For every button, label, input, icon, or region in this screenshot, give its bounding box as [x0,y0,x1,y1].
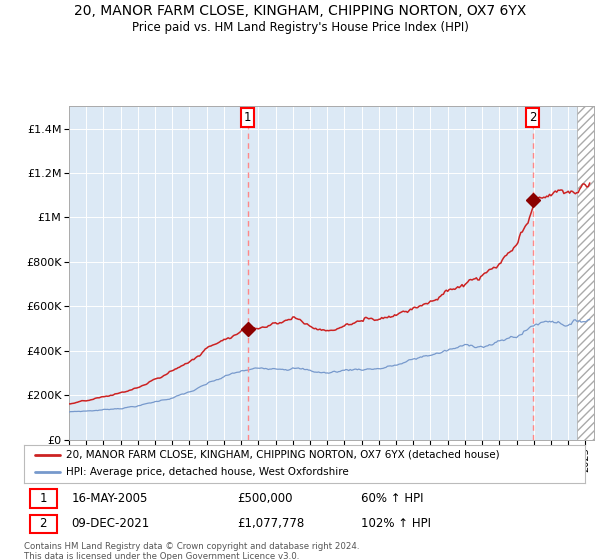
Text: 16-MAY-2005: 16-MAY-2005 [71,492,148,505]
Text: 20, MANOR FARM CLOSE, KINGHAM, CHIPPING NORTON, OX7 6YX: 20, MANOR FARM CLOSE, KINGHAM, CHIPPING … [74,4,526,18]
Text: £1,077,778: £1,077,778 [237,517,304,530]
Text: Price paid vs. HM Land Registry's House Price Index (HPI): Price paid vs. HM Land Registry's House … [131,21,469,34]
Text: 102% ↑ HPI: 102% ↑ HPI [361,517,431,530]
Text: 2: 2 [40,517,47,530]
Text: 09-DEC-2021: 09-DEC-2021 [71,517,150,530]
Bar [577,106,594,440]
Text: 1: 1 [244,111,251,124]
Text: 2: 2 [529,111,536,124]
Text: 60% ↑ HPI: 60% ↑ HPI [361,492,423,505]
Text: Contains HM Land Registry data © Crown copyright and database right 2024.
This d: Contains HM Land Registry data © Crown c… [24,542,359,560]
Text: 1: 1 [40,492,47,505]
Text: HPI: Average price, detached house, West Oxfordshire: HPI: Average price, detached house, West… [66,468,349,478]
Text: 20, MANOR FARM CLOSE, KINGHAM, CHIPPING NORTON, OX7 6YX (detached house): 20, MANOR FARM CLOSE, KINGHAM, CHIPPING … [66,450,500,460]
FancyBboxPatch shape [29,515,56,533]
FancyBboxPatch shape [29,489,56,508]
Text: £500,000: £500,000 [237,492,293,505]
